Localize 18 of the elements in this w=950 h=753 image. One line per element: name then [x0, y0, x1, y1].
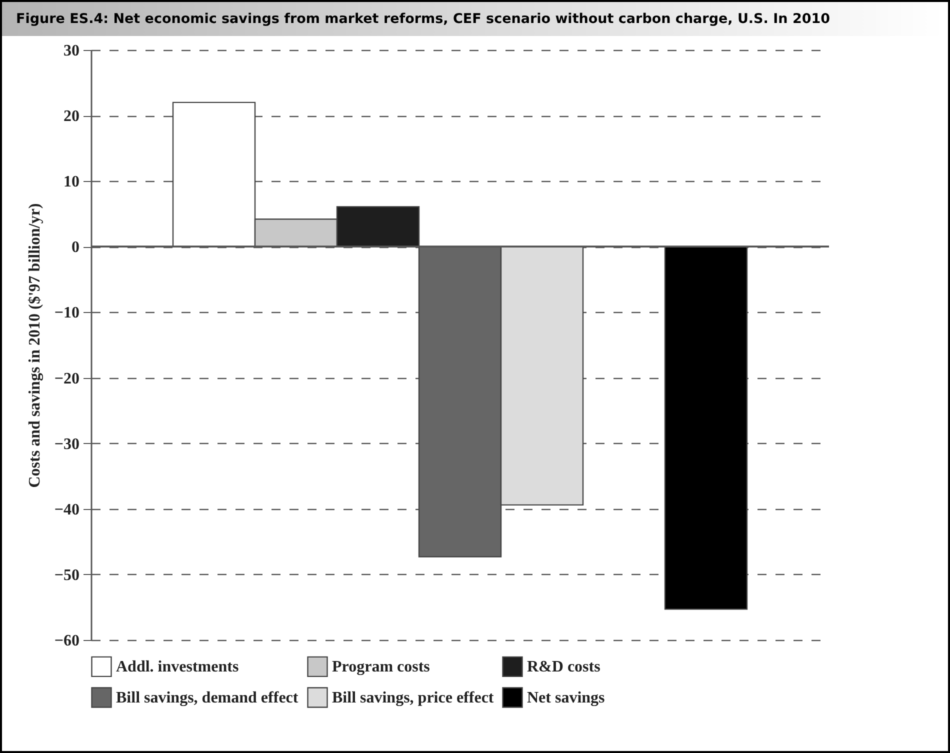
- y-tick-label: −10: [54, 304, 80, 322]
- legend-label: Bill savings, demand effect: [116, 690, 299, 706]
- y-axis-title: Costs and savings in 2010 ($'97 billion/yr): [26, 203, 44, 488]
- legend-label: Net savings: [527, 690, 605, 706]
- legend-label: Program costs: [332, 658, 430, 676]
- y-tick-label: −40: [54, 501, 80, 518]
- y-tick-label: −20: [54, 370, 80, 388]
- y-tick-label: −30: [54, 436, 80, 453]
- y-tick-label: −60: [54, 632, 80, 650]
- legend-label: Addl. investments: [116, 658, 239, 676]
- legend-label: Bill savings, price effect: [332, 690, 494, 706]
- legend-label: R&D costs: [527, 658, 600, 676]
- y-tick-label: −50: [54, 566, 80, 584]
- y-tick-label: 0: [72, 239, 80, 256]
- chart-title: Figure ES.4: Net economic savings from market reforms, CEF scenario without carbon charge, U.S. In 2010: [2, 2, 948, 36]
- y-tick-label: 30: [64, 42, 80, 60]
- y-tick-label: 10: [64, 174, 80, 191]
- y-tick-label: 20: [64, 108, 80, 126]
